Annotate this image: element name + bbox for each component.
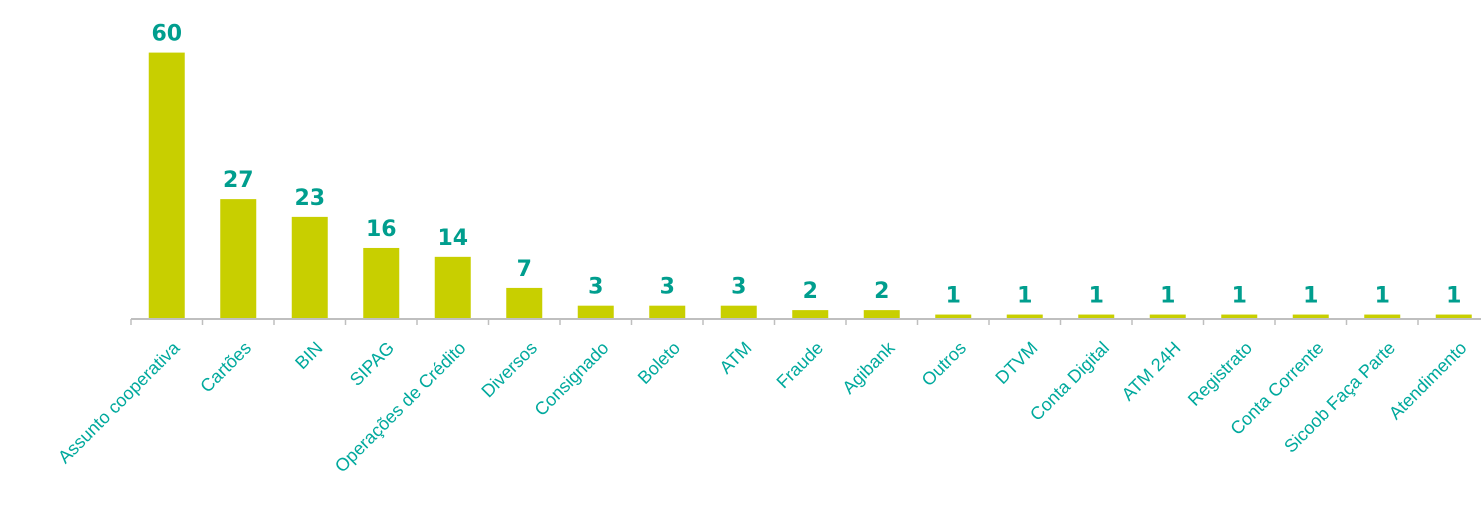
category-label: Boleto [634, 338, 684, 388]
bar-value-label: 1 [1375, 284, 1390, 309]
value-labels-group: 60 27 23 16 14 7 3 3 3 2 2 1 1 1 1 1 1 1 1 [151, 22, 1461, 309]
category-label: Registrato [1184, 338, 1256, 410]
bar [1149, 314, 1186, 319]
bar [148, 52, 185, 319]
bar-value-label: 1 [946, 284, 961, 309]
bar-value-label: 27 [223, 168, 254, 193]
bar [720, 305, 757, 319]
bar-value-label: 23 [294, 186, 325, 211]
bar-value-label: 16 [366, 217, 397, 242]
bar [1292, 314, 1329, 319]
bar [1006, 314, 1043, 319]
bar [1435, 314, 1472, 319]
bar-value-label: 2 [803, 279, 818, 304]
bar-value-label: 1 [1232, 284, 1247, 309]
bar-value-label: 2 [874, 279, 889, 304]
bar [863, 310, 900, 319]
bars-group [148, 52, 1472, 319]
bar-value-label: 7 [517, 257, 532, 282]
bar-value-label: 1 [1160, 284, 1175, 309]
category-label: Fraude [773, 338, 827, 392]
category-label: Cartões [196, 338, 255, 397]
bar-value-label: 1 [1303, 284, 1318, 309]
category-label: Diversos [477, 338, 541, 402]
bar-value-label: 1 [1089, 284, 1104, 309]
bar [291, 216, 328, 319]
bar-value-label: 1 [1446, 284, 1461, 309]
category-labels-group: Assunto cooperativa Cartões BIN SIPAGOperaç… [54, 337, 1470, 476]
bar [1364, 314, 1401, 319]
category-label: Operações de Crédito [331, 338, 470, 477]
bar [1078, 314, 1115, 319]
category-label: ATM 24H [1118, 338, 1185, 405]
bar [1221, 314, 1258, 319]
category-label: Atendimento [1385, 338, 1471, 424]
category-label: BIN [291, 338, 326, 373]
bar [935, 314, 972, 319]
bar [220, 199, 257, 319]
bar [434, 256, 471, 319]
category-label: ATM [716, 338, 756, 378]
category-label: Consignado [530, 338, 612, 420]
bar [506, 287, 543, 319]
bar-value-label: 60 [151, 22, 182, 47]
bar-value-label: 1 [1017, 284, 1032, 309]
bar [363, 247, 400, 319]
category-label: SIPAG [346, 338, 398, 390]
bar-value-label: 3 [731, 275, 746, 300]
category-label: Assunto cooperativa [54, 337, 184, 467]
bar-value-label: 3 [660, 275, 675, 300]
bar [792, 310, 829, 319]
bar-value-label: 3 [588, 275, 603, 300]
bar-value-label: 14 [437, 226, 468, 251]
bar [649, 305, 686, 319]
category-label: DTVM [991, 338, 1041, 388]
category-label: Outros [918, 338, 970, 390]
category-label: Agibank [838, 337, 899, 398]
x-axis-ticks-group [130, 319, 1419, 325]
bar [577, 305, 614, 319]
